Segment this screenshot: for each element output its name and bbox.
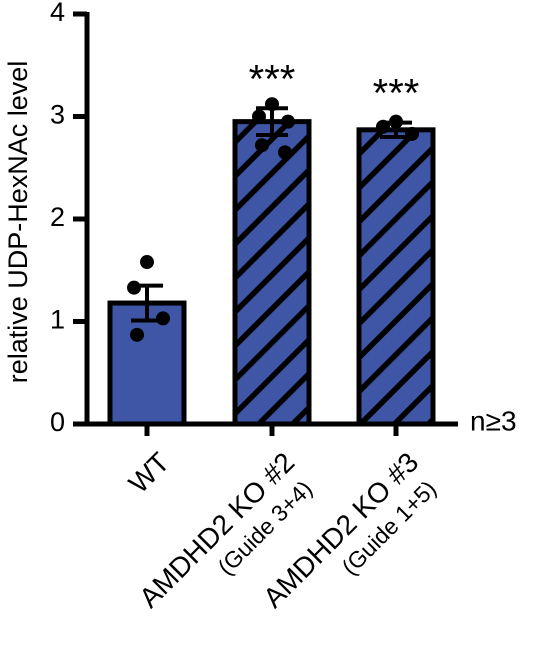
data-point [405,126,419,141]
significance-group: *** *** [249,57,420,115]
bar [232,119,312,427]
data-point [130,327,144,342]
data-point [255,138,269,153]
y-tick-label: 0 [50,407,65,437]
x-category-label: WT [123,446,176,499]
sample-size-note: n≥3 [470,405,517,436]
x-category-name: WT [123,446,176,499]
data-point [278,145,292,160]
data-point [140,255,154,270]
y-tick-label: 2 [50,202,65,232]
data-point [389,114,403,129]
bars-group [107,119,436,427]
significance-marker: *** [373,72,420,116]
y-tick-label: 1 [50,305,65,335]
data-point [156,311,170,326]
data-points-group [127,97,419,342]
y-axis: 0 1 2 3 4 [50,0,90,437]
significance-marker: *** [249,57,296,101]
data-point [127,280,141,295]
data-point [252,109,266,124]
bar [356,127,436,427]
y-tick-label: 3 [50,100,65,130]
data-point [376,119,390,134]
data-point [265,97,279,112]
y-tick-label: 4 [50,0,65,27]
data-point [281,114,295,129]
y-axis-label: relative UDP-HexNAc level [3,61,33,384]
